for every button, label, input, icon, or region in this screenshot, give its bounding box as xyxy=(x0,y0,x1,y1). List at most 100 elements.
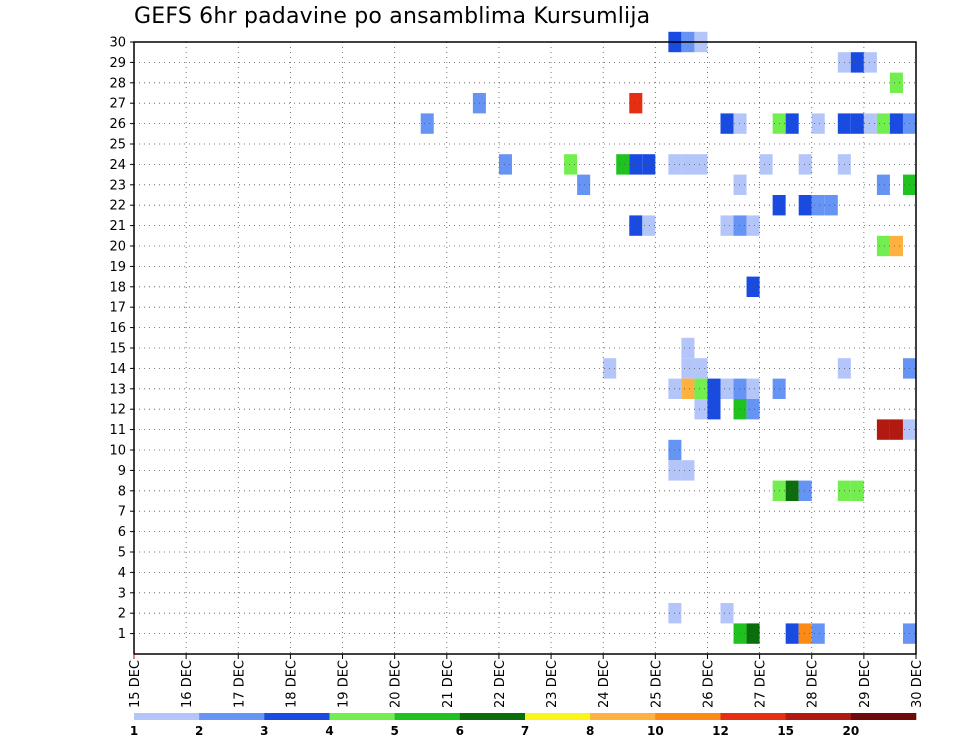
cell-m8-76 xyxy=(850,480,864,501)
cell-m26-19 xyxy=(889,113,903,134)
legend-label-7: 7 xyxy=(521,724,529,738)
precipitation-cells xyxy=(420,31,916,644)
cell-m21-41 xyxy=(642,215,656,236)
legend-swatch-20 xyxy=(850,713,917,720)
cell-m12-65 xyxy=(746,399,760,420)
xtick-label-7: 22 DEC xyxy=(493,660,508,708)
cell-m11-67 xyxy=(889,419,903,440)
xtick-label-1: 16 DEC xyxy=(180,660,195,708)
cell-m26-11 xyxy=(733,113,747,134)
cell-m21-42 xyxy=(720,215,734,236)
cell-m29-4 xyxy=(850,52,864,73)
ytick-label-10: 10 xyxy=(109,444,126,459)
ytick-label-16: 16 xyxy=(109,321,126,336)
ytick-label-26: 26 xyxy=(109,117,126,132)
cell-m13-59 xyxy=(733,378,747,399)
cell-m24-24 xyxy=(629,154,643,175)
cell-m18-47 xyxy=(746,276,760,297)
xtick-label-4: 19 DEC xyxy=(337,660,352,708)
chart-title: GEFS 6hr padavine po ansamblima Kursumli… xyxy=(134,4,651,29)
cell-m26-9 xyxy=(420,113,434,134)
cell-m14-50 xyxy=(681,358,695,379)
cell-m24-21 xyxy=(498,154,512,175)
ytick-label-4: 4 xyxy=(118,566,126,581)
cell-m24-25 xyxy=(642,154,656,175)
cell-m9-71 xyxy=(681,460,695,481)
ytick-label-29: 29 xyxy=(109,56,126,71)
cell-m12-62 xyxy=(694,399,708,420)
cell-m1-83 xyxy=(811,623,825,644)
cell-m24-30 xyxy=(798,154,812,175)
ytick-label-25: 25 xyxy=(109,138,126,153)
ytick-label-1: 1 xyxy=(118,627,126,642)
legend-label-8: 8 xyxy=(586,724,594,738)
cell-m13-60 xyxy=(746,378,760,399)
legend-label-10: 10 xyxy=(647,724,664,738)
xtick-label-13: 28 DEC xyxy=(806,660,821,708)
ytick-label-22: 22 xyxy=(109,199,126,214)
legend-swatch-2 xyxy=(199,713,265,720)
cell-m1-79 xyxy=(733,623,747,644)
cell-m22-37 xyxy=(798,195,812,216)
cell-m24-28 xyxy=(694,154,708,175)
ytick-label-15: 15 xyxy=(109,342,126,357)
cell-m13-56 xyxy=(694,378,708,399)
cell-m13-55 xyxy=(681,378,695,399)
ytick-label-6: 6 xyxy=(118,525,126,540)
ytick-label-9: 9 xyxy=(118,464,126,479)
ytick-label-5: 5 xyxy=(118,546,126,561)
legend-swatch-1 xyxy=(134,713,200,720)
ytick-label-18: 18 xyxy=(109,280,126,295)
legend-swatch-7 xyxy=(525,713,591,720)
xtick-label-10: 25 DEC xyxy=(649,660,664,708)
cell-m12-63 xyxy=(707,399,721,420)
legend-label-4: 4 xyxy=(325,724,333,738)
legend-label-15: 15 xyxy=(777,724,794,738)
xtick-label-0: 15 DEC xyxy=(128,660,143,708)
legend-label-20: 20 xyxy=(842,724,859,738)
xtick-label-3: 18 DEC xyxy=(284,660,299,708)
ytick-label-11: 11 xyxy=(109,423,126,438)
cell-m24-23 xyxy=(616,154,630,175)
legend-swatch-10 xyxy=(655,713,721,720)
gridlines xyxy=(134,41,916,654)
ytick-label-24: 24 xyxy=(109,158,126,173)
legend-label-12: 12 xyxy=(712,724,729,738)
cell-m22-39 xyxy=(824,195,838,216)
cell-m20-45 xyxy=(876,235,890,257)
ytick-label-3: 3 xyxy=(118,586,126,601)
cell-m23-32 xyxy=(577,174,591,195)
cell-m21-44 xyxy=(746,215,760,236)
xtick-label-5: 20 DEC xyxy=(389,660,404,708)
xtick-label-6: 21 DEC xyxy=(441,660,456,708)
cell-m29-5 xyxy=(863,52,877,73)
legend-swatch-6 xyxy=(459,713,526,720)
legend-label-2: 2 xyxy=(195,724,203,738)
ytick-label-20: 20 xyxy=(109,240,126,255)
xtick-label-15: 30 DEC xyxy=(910,660,925,708)
ytick-label-27: 27 xyxy=(109,97,126,112)
legend-swatch-12 xyxy=(720,713,786,720)
ytick-label-28: 28 xyxy=(109,76,126,91)
legend-swatch-5 xyxy=(394,713,461,720)
cell-m24-27 xyxy=(681,154,695,175)
x-axis-ticks: 15 DEC 16 DEC 17 DEC 18 DEC 19 DEC 20 DEC 21 D… xyxy=(128,654,925,708)
cell-m1-80 xyxy=(746,623,760,644)
cell-m28-6 xyxy=(889,72,903,93)
cell-m26-17 xyxy=(863,113,877,134)
legend-swatch-3 xyxy=(264,713,330,720)
cell-m26-16 xyxy=(850,113,864,134)
ytick-label-2: 2 xyxy=(118,607,126,622)
xtick-label-11: 26 DEC xyxy=(701,660,716,708)
ytick-label-19: 19 xyxy=(109,260,126,275)
legend-swatch-8 xyxy=(590,713,656,720)
cell-m13-57 xyxy=(707,378,721,399)
xtick-label-12: 27 DEC xyxy=(754,660,769,708)
xtick-label-9: 24 DEC xyxy=(597,660,612,708)
ytick-label-23: 23 xyxy=(109,178,126,193)
ytick-label-7: 7 xyxy=(118,505,126,520)
cell-m24-22 xyxy=(564,154,578,175)
legend-label-6: 6 xyxy=(456,724,464,738)
cell-m21-43 xyxy=(733,215,747,236)
